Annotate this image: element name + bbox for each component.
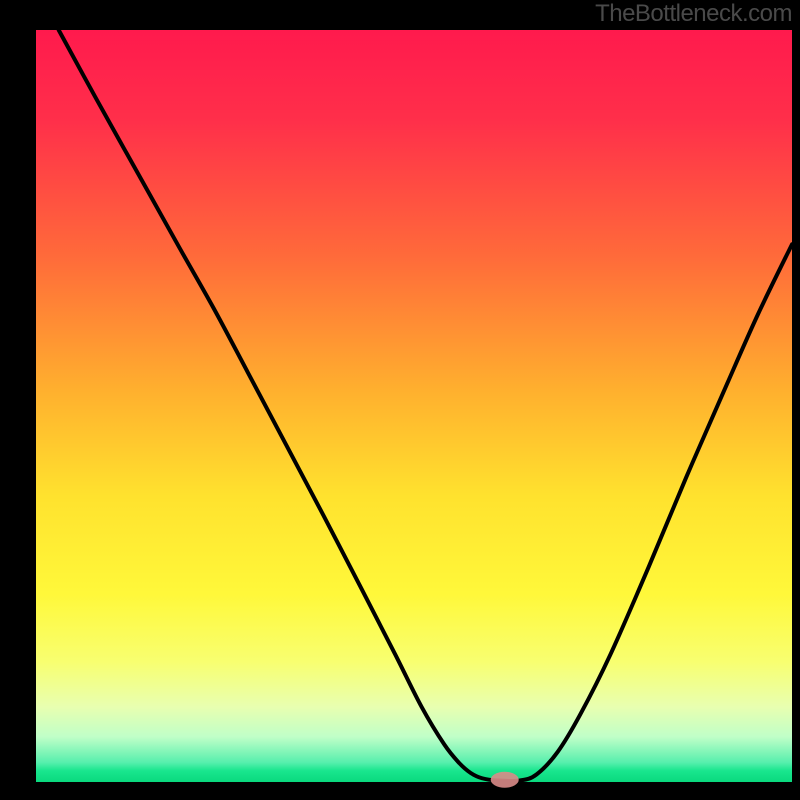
bottleneck-chart	[0, 0, 800, 800]
optimal-point-marker	[491, 772, 519, 788]
chart-frame	[0, 0, 800, 800]
watermark-text: TheBottleneck.com	[595, 0, 792, 28]
gradient-background	[36, 30, 792, 782]
